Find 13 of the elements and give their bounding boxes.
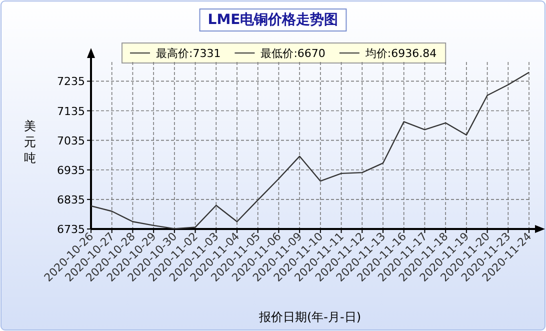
y-tick-label: 7035	[57, 134, 85, 148]
y-tick-label: 6935	[57, 164, 85, 177]
y-tick-label: 7235	[57, 75, 85, 88]
y-tick-label: 6735	[57, 223, 85, 236]
text: 均价:6936.84	[364, 47, 437, 60]
chart-title: LME电铜价格走势图	[208, 12, 338, 28]
text: 最高价:7331	[156, 47, 221, 60]
text: 最低价:6670	[260, 47, 326, 60]
line-series	[90, 72, 530, 230]
x-axis-title: 报价日期(年-月-日)	[258, 310, 362, 324]
y-tick-label: 7135	[57, 104, 85, 118]
y-axis-title: 美元吨	[24, 119, 36, 165]
y-tick-label: 6835	[57, 193, 85, 206]
